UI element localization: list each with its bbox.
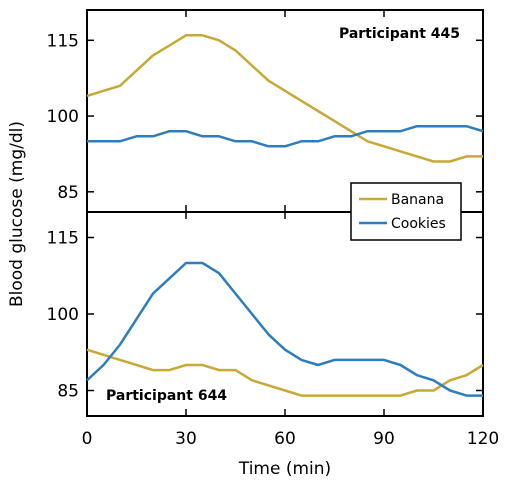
x-tick-label: 120 [467,429,499,449]
x-axis-label: Time (min) [238,459,331,479]
panel-frame [86,211,484,417]
y-tick-label: 115 [47,229,79,249]
legend: Banana Cookies [350,182,462,241]
x-tick-label: 0 [82,429,93,449]
series-line-cookies-participant-644 [86,261,483,397]
y-tick-label: 85 [57,183,79,203]
y-tick-label: 100 [47,305,79,325]
y-tick-label: 115 [47,31,79,51]
y-axis-label: Blood glucose (mg/dl) [7,121,27,307]
x-tick-label: 60 [274,429,296,449]
panel-label-participant-644: Participant 644 [106,388,227,404]
y-tick-label: 85 [57,382,79,402]
series-line-cookies-participant-445 [87,124,484,148]
y-tick-label: 100 [47,107,79,127]
panel-participant-644: 85 100 115 Participant 644 [47,211,484,417]
panel-participant-445: 85 100 115 Participant 445 [47,9,484,213]
legend-label-cookies: Cookies [391,216,446,232]
panel-label-participant-445: Participant 445 [339,26,460,42]
legend-label-banana: Banana [391,192,444,208]
series-line-banana-participant-445 [86,34,483,163]
series-line-banana-participant-644 [86,348,484,397]
x-tick-label: 30 [175,429,197,449]
x-tick-label: 90 [373,429,395,449]
legend-frame [350,182,462,241]
